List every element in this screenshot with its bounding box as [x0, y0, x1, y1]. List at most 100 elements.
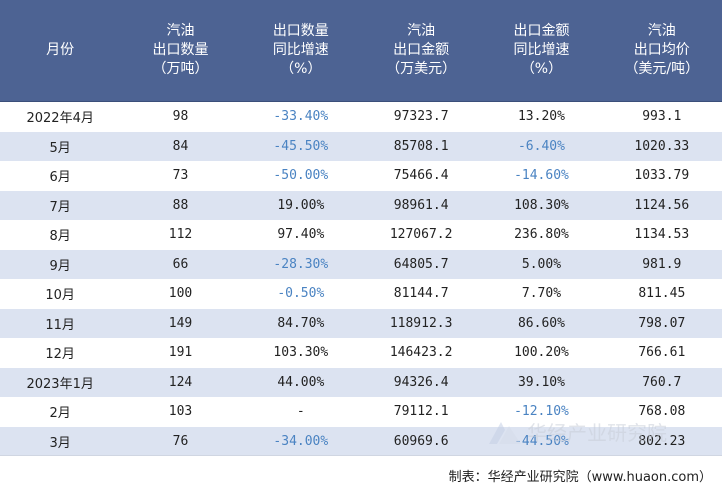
table-cell: 88: [172, 197, 189, 213]
table-row: 12月 191 103.30% 146423.2 100.20% 766.61: [0, 338, 722, 368]
table-cell: -6.40%: [517, 138, 565, 154]
table-cell: 811.45: [638, 286, 686, 302]
table-cell: 108.30%: [514, 197, 569, 213]
table-cell: 66: [172, 256, 189, 272]
header-text: （万吨）: [152, 61, 209, 77]
table-cell: -34.00%: [273, 433, 329, 449]
table-cell: 94326.4: [393, 374, 449, 390]
table-cell: -28.30%: [273, 256, 329, 272]
table-cell: 19.00%: [277, 197, 325, 213]
table-cell: 7月: [49, 199, 71, 215]
table-cell: -33.40%: [273, 109, 329, 125]
table-row: 2022年4月 98 -33.40% 97323.7 13.20% 993.1: [0, 102, 722, 132]
header-text: 汽油: [647, 23, 676, 39]
table-body: 2022年4月 98 -33.40% 97323.7 13.20% 993.1 5月 84 -4…: [0, 102, 722, 456]
table-cell: 760.7: [642, 374, 682, 390]
table-cell: -45.50%: [273, 138, 329, 154]
footer: 制表：华经产业研究院（www.huaon.com）: [0, 455, 722, 493]
table-cell: 76: [172, 433, 189, 449]
table-cell: 768.08: [638, 404, 686, 420]
table-cell: 84: [172, 138, 189, 154]
table-cell: 124: [168, 374, 193, 390]
table-cell: 10月: [45, 288, 75, 304]
header-text: 出口数量: [272, 23, 329, 39]
data-table: 月份 汽油 出口数量 （万吨） 出口数量 同比增速 （%） 汽油 出口金额 （万…: [0, 0, 722, 456]
table-cell: 98: [172, 109, 189, 125]
table-row: 8月 112 97.40% 127067.2 236.80% 1134.53: [0, 220, 722, 250]
table-row: 2023年1月 124 44.00% 94326.4 39.10% 760.7: [0, 367, 722, 397]
table-row: 3月 76 -34.00% 60969.6 -44.50% 802.23: [0, 426, 722, 456]
table-cell: 2023年1月: [26, 376, 94, 392]
table-cell: 993.1: [642, 109, 682, 125]
header-text: 出口金额: [393, 42, 450, 58]
table-cell: 13.20%: [517, 109, 565, 125]
table-cell: 1020.33: [634, 138, 690, 154]
table-cell: 103: [168, 404, 193, 420]
table-row: 10月 100 -0.50% 81144.7 7.70% 811.45: [0, 279, 722, 309]
header-text: （美元/吨）: [624, 61, 700, 77]
table-cell: 2月: [49, 406, 71, 422]
table-cell: 766.61: [638, 345, 686, 361]
table-cell: 802.23: [638, 433, 686, 449]
table-cell: -44.50%: [514, 433, 569, 449]
table-cell: 149: [168, 315, 193, 331]
table-cell: 86.60%: [517, 315, 565, 331]
table-row: 2月 103 - 79112.1 -12.10% 768.08: [0, 397, 722, 427]
table-cell: 236.80%: [514, 227, 569, 243]
table-cell: 1124.56: [634, 197, 690, 213]
table-cell: -14.60%: [514, 168, 569, 184]
table-cell: 5月: [49, 140, 71, 156]
table-cell: 9月: [49, 258, 71, 274]
table-cell: 85708.1: [393, 138, 449, 154]
header-text: （%）: [280, 61, 322, 77]
header-text: 汽油: [166, 23, 195, 39]
header-value-growth: 出口金额 同比增速 （%）: [481, 0, 601, 101]
header-text: （%）: [520, 61, 563, 77]
header-export-value: 汽油 出口金额 （万美元）: [361, 0, 481, 101]
header-month: 月份: [0, 0, 120, 101]
table-cell: 64805.7: [393, 256, 449, 272]
table-cell: 11月: [45, 317, 75, 333]
source-note: 制表：华经产业研究院（www.huaon.com）: [448, 470, 712, 485]
table-header: 月份 汽油 出口数量 （万吨） 出口数量 同比增速 （%） 汽油 出口金额 （万…: [0, 0, 722, 102]
table-cell: 1033.79: [634, 168, 690, 184]
table-cell: 98961.4: [393, 197, 449, 213]
table-cell: 60969.6: [393, 433, 449, 449]
table-cell: 146423.2: [389, 345, 453, 361]
table-cell: -: [296, 404, 305, 420]
table-cell: 191: [168, 345, 193, 361]
table-cell: 798.07: [638, 315, 686, 331]
table-cell: -50.00%: [273, 168, 329, 184]
table-cell: -12.10%: [514, 404, 569, 420]
table-cell: 118912.3: [389, 315, 453, 331]
table-cell: 39.10%: [517, 374, 565, 390]
header-text: 月份: [46, 42, 75, 58]
header-text: 同比增速: [513, 42, 570, 58]
table-cell: 3月: [49, 435, 71, 451]
header-text: 汽油: [407, 23, 436, 39]
table-cell: 1134.53: [634, 227, 690, 243]
table-cell: 97.40%: [277, 227, 325, 243]
table-cell: 73: [172, 168, 189, 184]
table-row: 7月 88 19.00% 98961.4 108.30% 1124.56: [0, 190, 722, 220]
table-cell: 981.9: [642, 256, 682, 272]
header-volume-growth: 出口数量 同比增速 （%）: [241, 0, 361, 101]
header-average-price: 汽油 出口均价 （美元/吨）: [602, 0, 722, 101]
table-cell: 81144.7: [393, 286, 449, 302]
table-cell: 100.20%: [514, 345, 569, 361]
table-cell: -0.50%: [277, 286, 325, 302]
header-text: 出口均价: [633, 42, 690, 58]
table-cell: 6月: [49, 170, 71, 186]
table-cell: 8月: [49, 229, 71, 245]
table-cell: 84.70%: [277, 315, 325, 331]
table-cell: 12月: [45, 347, 75, 363]
header-text: 出口金额: [513, 23, 570, 39]
table-cell: 103.30%: [273, 345, 329, 361]
table-cell: 100: [168, 286, 193, 302]
header-text: （万美元）: [386, 61, 457, 77]
table-row: 5月 84 -45.50% 85708.1 -6.40% 1020.33: [0, 131, 722, 161]
table-cell: 75466.4: [393, 168, 449, 184]
table-cell: 7.70%: [521, 286, 562, 302]
header-export-volume: 汽油 出口数量 （万吨）: [120, 0, 240, 101]
table-row: 11月 149 84.70% 118912.3 86.60% 798.07: [0, 308, 722, 338]
